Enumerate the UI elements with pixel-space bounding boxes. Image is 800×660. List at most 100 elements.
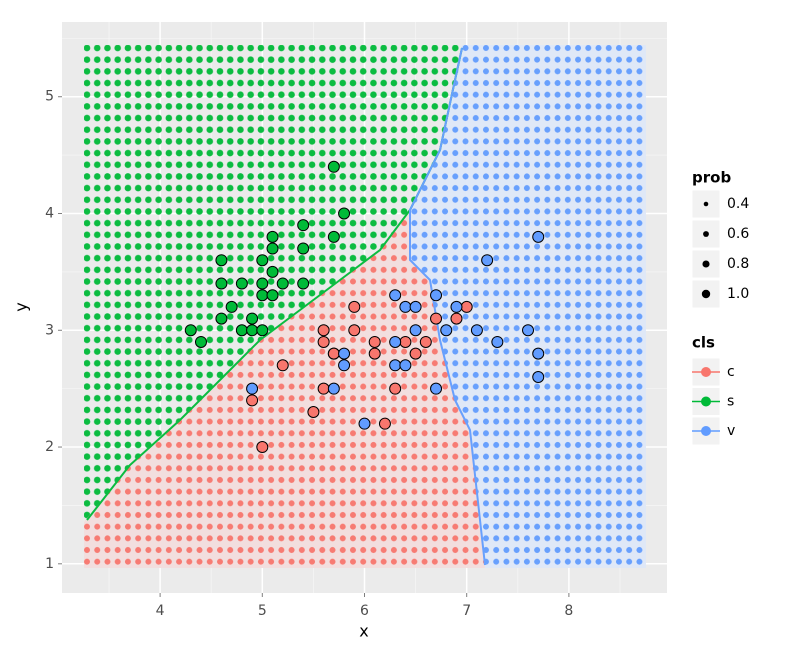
point xyxy=(266,242,279,255)
point xyxy=(338,359,351,372)
x-tick-label: 7 xyxy=(462,603,471,619)
point xyxy=(266,289,279,302)
point xyxy=(450,300,463,313)
point xyxy=(215,277,228,290)
y-tick-label: 1 xyxy=(45,556,54,572)
legend-label: 0.8 xyxy=(727,256,749,272)
point xyxy=(532,230,545,243)
point xyxy=(378,417,391,430)
point xyxy=(338,347,351,360)
point xyxy=(297,219,310,232)
y-axis-title: y xyxy=(12,302,31,311)
legend-dot xyxy=(701,367,711,377)
point xyxy=(246,382,259,395)
point xyxy=(460,300,473,313)
point xyxy=(368,335,381,348)
legend-title: cls xyxy=(692,334,715,352)
point xyxy=(256,277,269,290)
points xyxy=(184,160,545,454)
point xyxy=(266,230,279,243)
point xyxy=(399,300,412,313)
point xyxy=(317,382,330,395)
point xyxy=(399,359,412,372)
point xyxy=(440,324,453,337)
x-tick-label: 4 xyxy=(156,603,165,619)
point xyxy=(348,324,361,337)
point xyxy=(297,242,310,255)
point xyxy=(409,324,422,337)
point xyxy=(276,277,289,290)
region-c xyxy=(84,210,485,568)
point xyxy=(317,335,330,348)
boundary-v xyxy=(409,47,486,566)
point xyxy=(389,359,402,372)
y-tick-label: 4 xyxy=(45,206,54,222)
point xyxy=(491,335,504,348)
point xyxy=(470,324,483,337)
point xyxy=(266,265,279,278)
point xyxy=(430,312,443,325)
x-axis-title: x xyxy=(359,622,368,641)
point xyxy=(358,417,371,430)
point xyxy=(246,312,259,325)
point xyxy=(256,324,269,337)
region-v xyxy=(410,45,646,568)
point xyxy=(276,359,289,372)
legend-label: 0.4 xyxy=(727,196,749,212)
x-tick-label: 8 xyxy=(564,603,573,619)
point xyxy=(409,347,422,360)
point xyxy=(215,312,228,325)
point xyxy=(409,300,422,313)
point xyxy=(194,335,207,348)
point xyxy=(348,300,361,313)
legend-size-dot xyxy=(702,260,710,268)
point xyxy=(215,254,228,267)
point xyxy=(184,324,197,337)
point xyxy=(225,300,238,313)
point xyxy=(532,370,545,383)
point xyxy=(327,382,340,395)
y-tick-label: 2 xyxy=(45,439,54,455)
legend-size-dot xyxy=(701,289,711,299)
point xyxy=(246,394,259,407)
point xyxy=(522,324,535,337)
point xyxy=(419,335,432,348)
point xyxy=(256,289,269,302)
point xyxy=(327,347,340,360)
point xyxy=(297,277,310,290)
legend-title: prob xyxy=(692,169,731,187)
legend-label: 0.6 xyxy=(727,226,749,242)
point xyxy=(235,324,248,337)
point xyxy=(399,335,412,348)
legend-label: 1.0 xyxy=(727,286,749,302)
y-tick-label: 5 xyxy=(45,89,54,105)
point xyxy=(317,324,330,337)
point xyxy=(235,277,248,290)
point xyxy=(450,312,463,325)
point xyxy=(368,347,381,360)
point xyxy=(256,441,269,454)
legend-label: c xyxy=(727,364,735,380)
legend-size-dot xyxy=(703,231,709,237)
legend-label: s xyxy=(727,394,734,410)
point xyxy=(327,230,340,243)
x-tick-label: 6 xyxy=(360,603,369,619)
point xyxy=(256,254,269,267)
point xyxy=(481,254,494,267)
point xyxy=(389,335,402,348)
legend-dot xyxy=(701,426,711,436)
point xyxy=(327,160,340,173)
point xyxy=(389,382,402,395)
region-s xyxy=(84,45,462,522)
legend-size-dot xyxy=(703,201,709,207)
point xyxy=(338,207,351,220)
regions xyxy=(84,45,646,568)
point xyxy=(307,406,320,419)
point xyxy=(532,347,545,360)
point xyxy=(430,382,443,395)
point xyxy=(246,324,259,337)
legend-label: v xyxy=(727,423,735,439)
point xyxy=(430,289,443,302)
legend-dot xyxy=(701,396,711,407)
